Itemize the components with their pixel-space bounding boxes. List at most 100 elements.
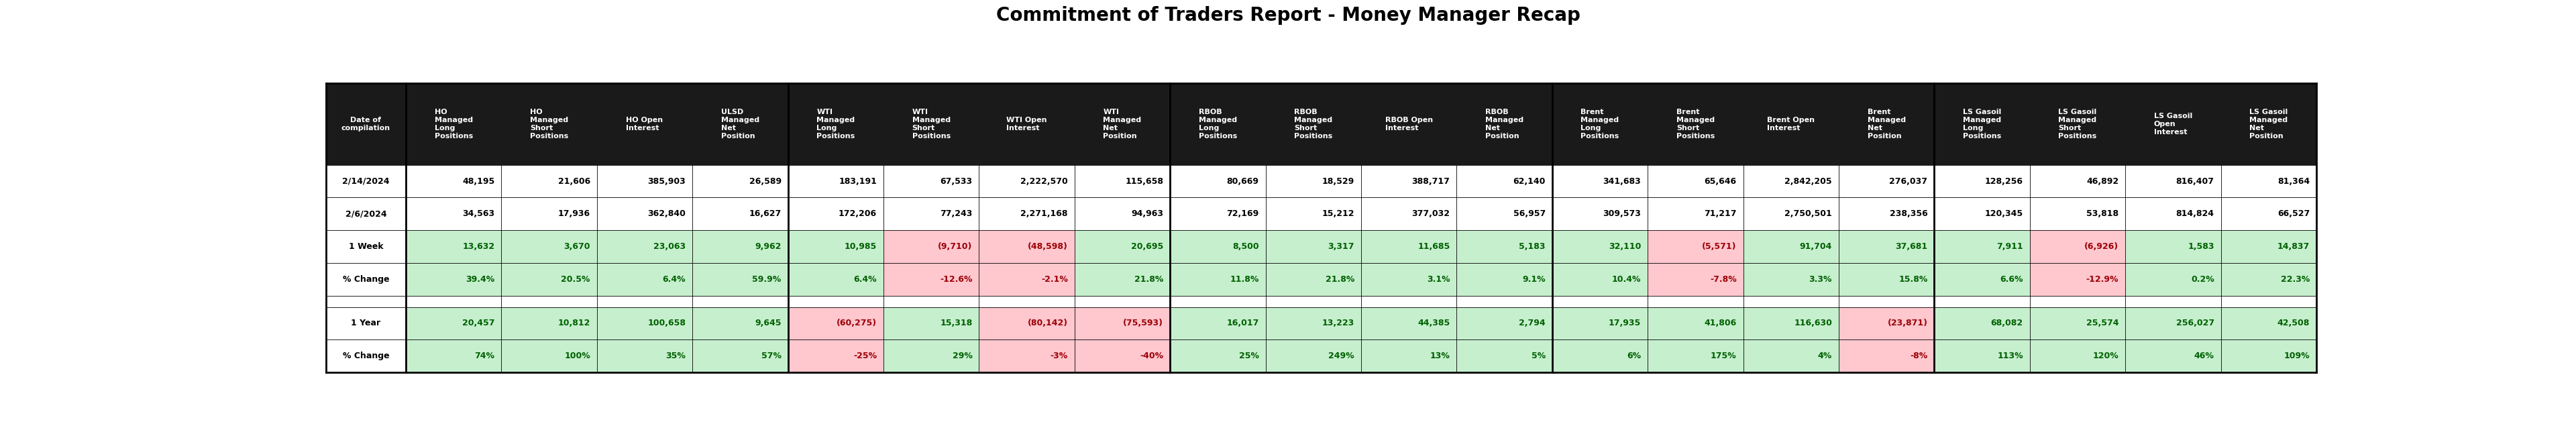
- Text: RBOB Open
Interest: RBOB Open Interest: [1386, 116, 1432, 131]
- Bar: [788, 307, 884, 340]
- Bar: [693, 307, 788, 340]
- Text: Date of
compilation: Date of compilation: [343, 116, 392, 131]
- Text: 18,529: 18,529: [1321, 177, 1355, 186]
- Text: 341,683: 341,683: [1602, 177, 1641, 186]
- Text: % Change: % Change: [343, 352, 389, 360]
- Text: 13%: 13%: [1430, 352, 1450, 360]
- Text: 42,508: 42,508: [2277, 319, 2311, 327]
- Bar: [1360, 263, 1455, 295]
- Text: Brent
Managed
Net
Position: Brent Managed Net Position: [1868, 108, 1906, 139]
- Text: RBOB
Managed
Long
Positions: RBOB Managed Long Positions: [1198, 108, 1236, 139]
- Text: 39.4%: 39.4%: [466, 275, 495, 284]
- Bar: [1839, 230, 1935, 263]
- Text: 6.4%: 6.4%: [662, 275, 685, 284]
- Text: 2,842,205: 2,842,205: [1785, 177, 1832, 186]
- Text: 11,685: 11,685: [1417, 242, 1450, 251]
- Text: 120%: 120%: [2092, 352, 2117, 360]
- Text: 115,658: 115,658: [1126, 177, 1164, 186]
- Text: 2,222,570: 2,222,570: [1020, 177, 1069, 186]
- Bar: [1265, 307, 1360, 340]
- Bar: [1360, 307, 1455, 340]
- Bar: [1649, 307, 1744, 340]
- Text: 22.3%: 22.3%: [2280, 275, 2311, 284]
- Text: HO Open
Interest: HO Open Interest: [626, 116, 662, 131]
- Text: 53,818: 53,818: [2087, 209, 2117, 218]
- Bar: [884, 340, 979, 372]
- Text: 256,027: 256,027: [2177, 319, 2215, 327]
- Text: 21,606: 21,606: [559, 177, 590, 186]
- Text: 16,017: 16,017: [1226, 319, 1260, 327]
- Bar: [1170, 340, 1265, 372]
- Text: 362,840: 362,840: [647, 209, 685, 218]
- Bar: [884, 307, 979, 340]
- Text: 68,082: 68,082: [1991, 319, 2022, 327]
- Bar: [1935, 307, 2030, 340]
- Text: 81,364: 81,364: [2277, 177, 2311, 186]
- Bar: [1360, 340, 1455, 372]
- Text: 26,589: 26,589: [750, 177, 781, 186]
- Bar: [979, 263, 1074, 295]
- Bar: [1744, 230, 1839, 263]
- Bar: [598, 340, 693, 372]
- Bar: [1074, 263, 1170, 295]
- Text: 814,824: 814,824: [2177, 209, 2215, 218]
- Text: RBOB
Managed
Net
Position: RBOB Managed Net Position: [1486, 108, 1522, 139]
- Text: (60,275): (60,275): [837, 319, 876, 327]
- Text: 100,658: 100,658: [647, 319, 685, 327]
- Bar: [1935, 263, 2030, 295]
- Bar: [502, 263, 598, 295]
- Bar: [502, 340, 598, 372]
- Text: -25%: -25%: [853, 352, 876, 360]
- Bar: [788, 263, 884, 295]
- Text: 128,256: 128,256: [1986, 177, 2022, 186]
- Bar: [693, 230, 788, 263]
- Bar: [1455, 263, 1553, 295]
- Text: 17,936: 17,936: [559, 209, 590, 218]
- Bar: [1744, 340, 1839, 372]
- Bar: [1265, 340, 1360, 372]
- Bar: [327, 83, 2316, 165]
- Text: LS Gasoil
Managed
Long
Positions: LS Gasoil Managed Long Positions: [1963, 108, 2002, 139]
- Text: Brent Open
Interest: Brent Open Interest: [1767, 116, 1816, 131]
- Text: 2,794: 2,794: [1520, 319, 1546, 327]
- Text: 9,645: 9,645: [755, 319, 781, 327]
- Text: Commitment of Traders Report - Money Manager Recap: Commitment of Traders Report - Money Man…: [997, 6, 1579, 25]
- Text: % Change: % Change: [343, 275, 389, 284]
- Bar: [1074, 307, 1170, 340]
- Bar: [407, 263, 502, 295]
- Text: 10,985: 10,985: [845, 242, 876, 251]
- Text: WTI
Managed
Net
Position: WTI Managed Net Position: [1103, 108, 1141, 139]
- Bar: [2030, 340, 2125, 372]
- Bar: [1649, 340, 1744, 372]
- Bar: [2221, 307, 2316, 340]
- Text: 10.4%: 10.4%: [1613, 275, 1641, 284]
- Text: 3,317: 3,317: [1329, 242, 1355, 251]
- Bar: [1839, 340, 1935, 372]
- Text: 7,911: 7,911: [1996, 242, 2022, 251]
- Bar: [1265, 263, 1360, 295]
- Text: 59.9%: 59.9%: [752, 275, 781, 284]
- Text: 25,574: 25,574: [2087, 319, 2117, 327]
- Text: 32,110: 32,110: [1607, 242, 1641, 251]
- Text: 91,704: 91,704: [1801, 242, 1832, 251]
- Text: 1 Year: 1 Year: [350, 319, 381, 327]
- Bar: [2125, 230, 2221, 263]
- Bar: [1265, 230, 1360, 263]
- Text: 385,903: 385,903: [647, 177, 685, 186]
- Text: (23,871): (23,871): [1888, 319, 1927, 327]
- Text: LS Gasoil
Open
Interest: LS Gasoil Open Interest: [2154, 113, 2192, 135]
- Text: (5,571): (5,571): [1703, 242, 1736, 251]
- Text: LS Gasoil
Managed
Net
Position: LS Gasoil Managed Net Position: [2249, 108, 2287, 139]
- Bar: [1074, 230, 1170, 263]
- Bar: [407, 340, 502, 372]
- Bar: [598, 307, 693, 340]
- Text: (80,142): (80,142): [1028, 319, 1069, 327]
- Text: 71,217: 71,217: [1703, 209, 1736, 218]
- Text: 74%: 74%: [474, 352, 495, 360]
- Bar: [884, 230, 979, 263]
- Text: 377,032: 377,032: [1412, 209, 1450, 218]
- Bar: [1744, 307, 1839, 340]
- Text: 20,457: 20,457: [461, 319, 495, 327]
- Bar: [2221, 340, 2316, 372]
- Bar: [1170, 307, 1265, 340]
